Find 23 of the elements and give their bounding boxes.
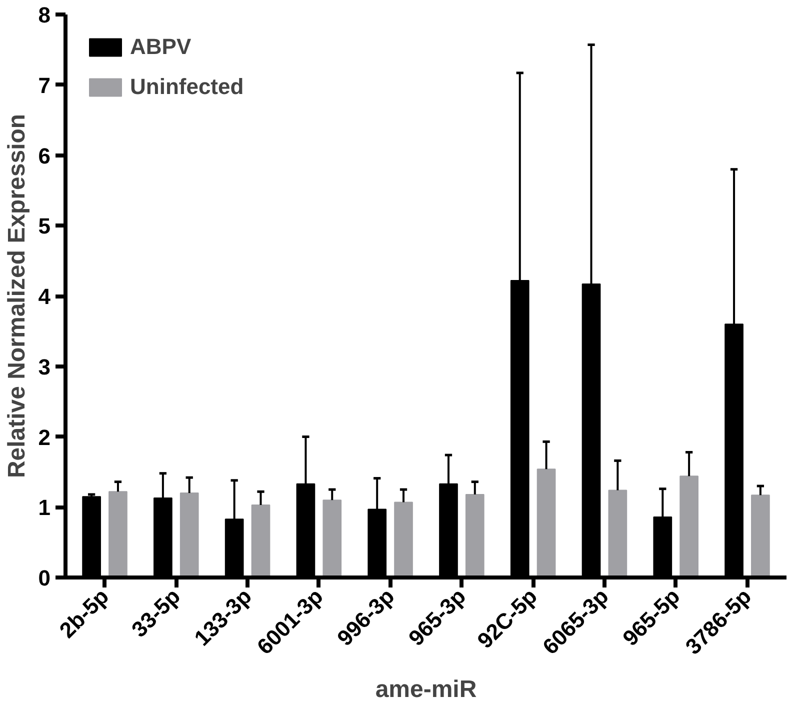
y-tick-label: 6 <box>38 143 51 168</box>
legend-label: Uninfected <box>130 74 244 100</box>
y-axis-title: Relative Normalized Expression <box>3 114 30 478</box>
bar <box>608 490 628 578</box>
bar <box>322 500 342 578</box>
bar <box>251 504 270 578</box>
bar <box>536 468 556 578</box>
bar <box>180 492 199 578</box>
y-tick-label: 3 <box>38 354 51 380</box>
y-tick-label: 8 <box>38 2 51 28</box>
y-tick-label: 7 <box>38 72 51 98</box>
y-tick-label: 4 <box>38 284 52 309</box>
bar <box>108 491 128 578</box>
y-tick-label: 1 <box>38 495 51 520</box>
y-tick-label: 0 <box>38 566 51 590</box>
bar <box>751 494 770 578</box>
y-tick-label: 5 <box>38 214 51 239</box>
legend-label: ABPV <box>130 34 192 60</box>
bar <box>680 476 698 578</box>
bar <box>394 502 413 578</box>
bar <box>465 494 484 578</box>
x-axis-title: ame-miR <box>375 676 477 704</box>
y-tick-label: 2 <box>38 424 51 450</box>
